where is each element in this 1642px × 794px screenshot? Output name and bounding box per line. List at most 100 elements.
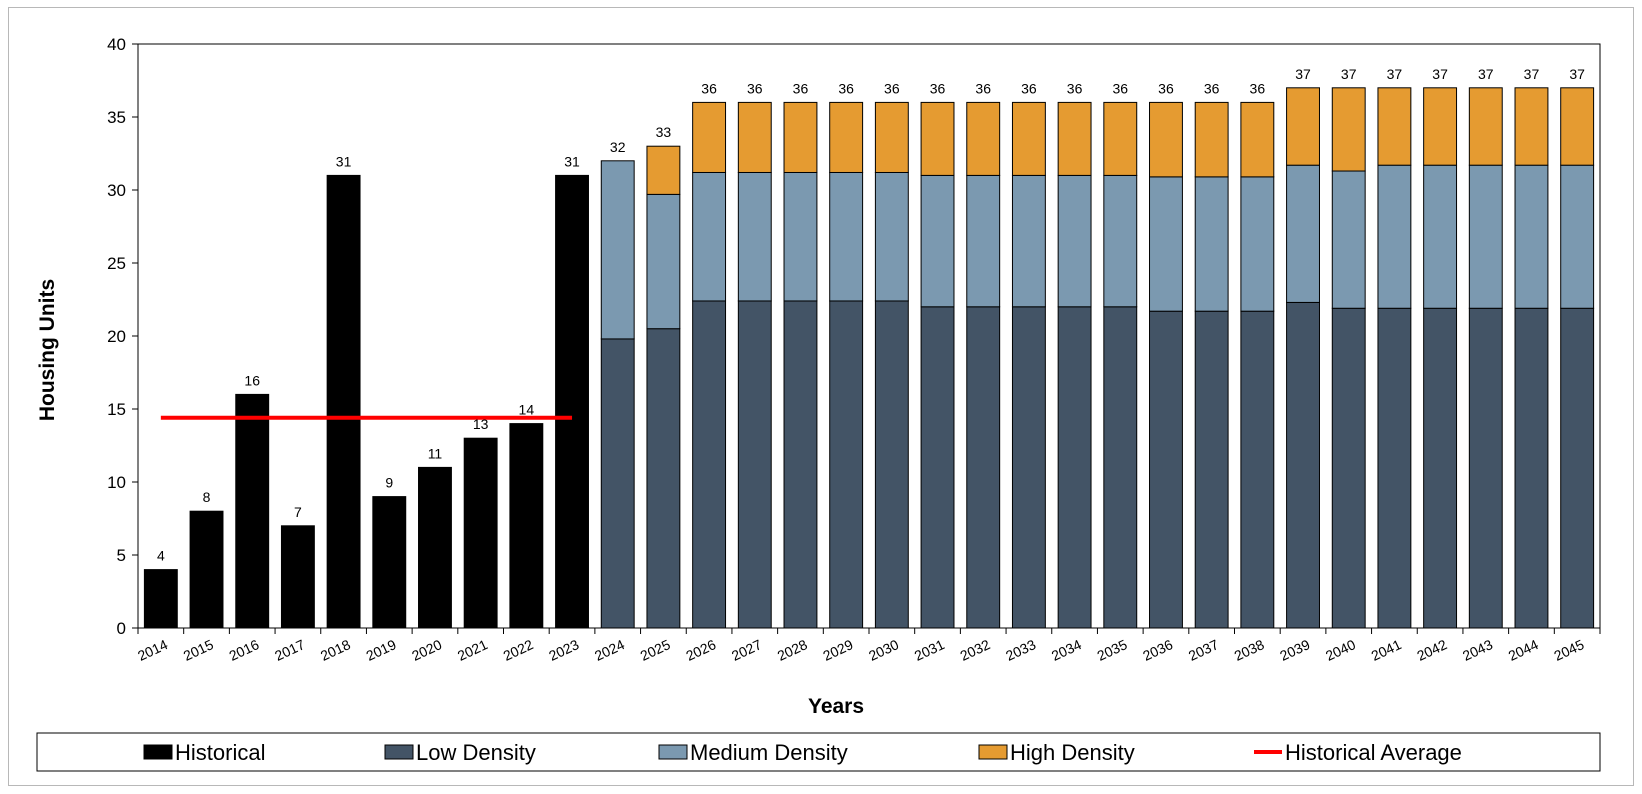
bar-low-density-2035 xyxy=(1103,306,1138,629)
bar-medium-density-2031 xyxy=(920,174,955,308)
bar-low-density-2036 xyxy=(1149,310,1183,629)
x-tick-label-2014: 2014 xyxy=(135,636,170,664)
bar-high-density-2037 xyxy=(1194,101,1229,178)
legend-label-historical: Historical xyxy=(175,740,265,765)
bar-medium-density-2036 xyxy=(1149,176,1183,312)
x-tick-label-2015: 2015 xyxy=(181,636,216,664)
bar-medium-density-2027 xyxy=(737,171,772,302)
legend-swatch-high-density xyxy=(978,744,1008,760)
bar-low-density-2031 xyxy=(920,306,955,629)
bar-low-density-2038 xyxy=(1240,310,1275,629)
bar-low-density-2024 xyxy=(600,338,635,629)
bar-low-density-2034 xyxy=(1057,306,1092,629)
data-label-2023: 31 xyxy=(564,153,580,169)
bar-high-density-2025 xyxy=(646,145,681,195)
x-tick-label-2039: 2039 xyxy=(1277,636,1312,664)
bar-historical-2014 xyxy=(143,569,178,629)
x-tick-label-2040: 2040 xyxy=(1323,636,1358,664)
data-label-2031: 36 xyxy=(930,80,946,96)
data-label-2015: 8 xyxy=(203,489,211,505)
bar-high-density-2041 xyxy=(1377,87,1412,166)
bar-high-density-2028 xyxy=(783,101,818,173)
bar-high-density-2032 xyxy=(966,101,1001,176)
bar-low-density-2041 xyxy=(1377,307,1412,629)
legend-box xyxy=(36,732,1601,772)
legend-label-medium-density: Medium Density xyxy=(690,740,848,765)
data-label-2044: 37 xyxy=(1524,66,1540,82)
bar-medium-density-2043 xyxy=(1468,164,1503,309)
bar-medium-density-2035 xyxy=(1103,174,1138,308)
y-axis-title: Housing Units xyxy=(36,279,59,421)
x-tick-label-2032: 2032 xyxy=(957,636,992,664)
data-label-2040: 37 xyxy=(1341,66,1357,82)
x-tick-label-2022: 2022 xyxy=(501,636,536,664)
x-tick-label-2026: 2026 xyxy=(683,636,718,664)
bar-medium-density-2042 xyxy=(1423,164,1458,309)
data-label-2036: 36 xyxy=(1158,80,1174,96)
bar-high-density-2031 xyxy=(920,101,955,176)
y-tick-label-35: 35 xyxy=(107,108,126,127)
bar-high-density-2034 xyxy=(1057,101,1092,176)
legend-label-low-density: Low Density xyxy=(416,740,536,765)
legend-label-high-density: High Density xyxy=(1010,740,1135,765)
bar-low-density-2045 xyxy=(1560,307,1595,629)
x-tick-label-2023: 2023 xyxy=(546,636,581,664)
bar-low-density-2030 xyxy=(874,300,909,629)
bar-historical-2017 xyxy=(280,525,315,629)
bar-high-density-2036 xyxy=(1149,101,1183,178)
bar-low-density-2043 xyxy=(1468,307,1503,629)
bar-medium-density-2026 xyxy=(692,171,727,302)
bar-low-density-2040 xyxy=(1331,307,1366,629)
bar-medium-density-2038 xyxy=(1240,176,1275,312)
bar-medium-density-2044 xyxy=(1514,164,1549,309)
x-tick-label-2018: 2018 xyxy=(318,636,353,664)
x-axis-title: Years xyxy=(808,695,864,718)
x-tick-label-2019: 2019 xyxy=(364,636,399,664)
bar-low-density-2037 xyxy=(1194,310,1229,629)
x-tick-label-2030: 2030 xyxy=(866,636,901,664)
legend: Historical Low Density Medium Density High … xyxy=(36,732,1601,772)
data-label-2020: 11 xyxy=(428,445,443,461)
bar-low-density-2025 xyxy=(646,328,681,629)
bar-high-density-2033 xyxy=(1011,101,1046,176)
bar-historical-2022 xyxy=(509,423,544,629)
data-label-2030: 36 xyxy=(884,80,900,96)
x-tick-label-2044: 2044 xyxy=(1506,636,1541,664)
data-label-2016: 16 xyxy=(244,372,260,388)
bars-layer xyxy=(143,87,1595,629)
bar-medium-density-2024 xyxy=(600,160,635,340)
x-tick-label-2028: 2028 xyxy=(775,636,810,664)
x-tick-label-2036: 2036 xyxy=(1140,636,1175,664)
bar-historical-2019 xyxy=(372,496,407,629)
data-label-2028: 36 xyxy=(793,80,809,96)
x-tick-label-2029: 2029 xyxy=(820,636,855,664)
bar-low-density-2029 xyxy=(829,300,864,629)
data-label-2022: 14 xyxy=(519,402,535,418)
data-label-2045: 37 xyxy=(1569,66,1585,82)
legend-swatch-low-density xyxy=(384,744,414,760)
bar-low-density-2028 xyxy=(783,300,818,629)
bar-medium-density-2041 xyxy=(1377,164,1412,309)
bar-high-density-2026 xyxy=(692,101,727,173)
bar-low-density-2039 xyxy=(1286,301,1320,629)
data-label-2017: 7 xyxy=(294,504,302,520)
bar-medium-density-2032 xyxy=(966,174,1001,308)
x-tick-label-2043: 2043 xyxy=(1460,636,1495,664)
bar-low-density-2032 xyxy=(966,306,1001,629)
chart-frame xyxy=(8,7,1634,786)
x-tick-label-2034: 2034 xyxy=(1049,636,1084,664)
bar-historical-2018 xyxy=(326,174,361,629)
bar-medium-density-2045 xyxy=(1560,164,1595,309)
data-label-2033: 36 xyxy=(1021,80,1037,96)
bar-medium-density-2025 xyxy=(646,193,681,330)
bar-medium-density-2030 xyxy=(874,171,909,302)
x-tick-label-2025: 2025 xyxy=(638,636,673,664)
y-tick-label-5: 5 xyxy=(117,546,126,565)
data-label-2042: 37 xyxy=(1432,66,1448,82)
y-tick-label-40: 40 xyxy=(107,35,126,54)
legend-label-historical-average: Historical Average xyxy=(1285,740,1462,765)
bar-high-density-2030 xyxy=(874,101,909,173)
data-label-2037: 36 xyxy=(1204,80,1220,96)
x-tick-label-2045: 2045 xyxy=(1551,636,1586,664)
data-label-2021: 13 xyxy=(473,416,489,432)
